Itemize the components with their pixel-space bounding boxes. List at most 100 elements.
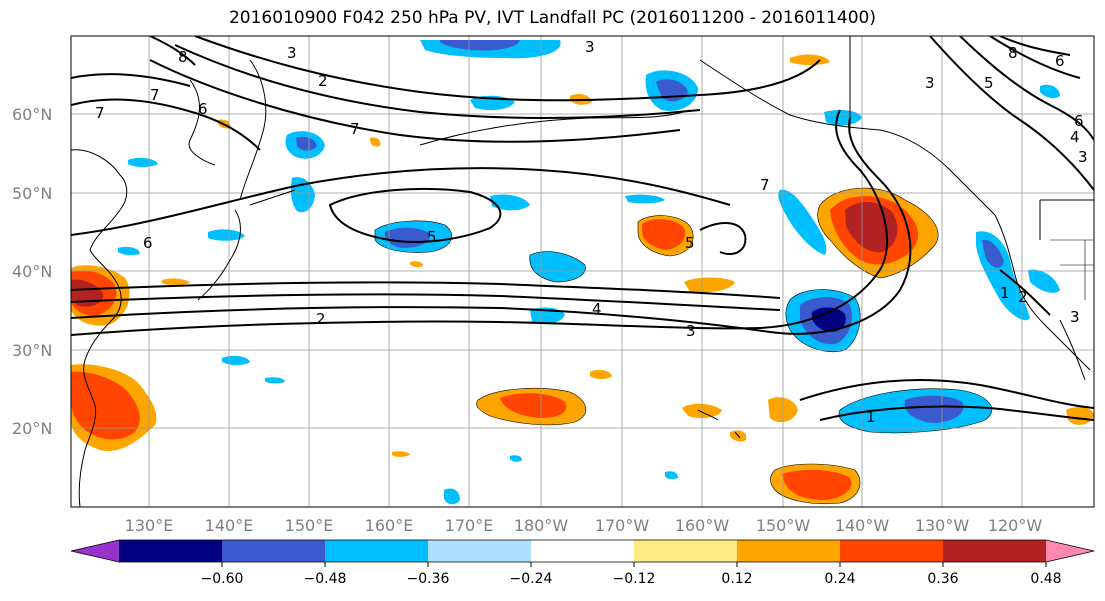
colorbar-tick-label: −0.48	[304, 571, 347, 587]
colorbar-bin	[428, 540, 532, 562]
contour-label: 6	[198, 100, 208, 118]
colorbar-tick-label: 0.36	[927, 571, 958, 587]
contour-label: 3	[686, 322, 696, 340]
contour-label: 6	[143, 234, 153, 252]
latitude-labels: 60°N 50°N 40°N 30°N 20°N	[12, 105, 52, 438]
plot-title: 2016010900 F042 250 hPa PV, IVT Landfall…	[228, 8, 876, 28]
contour-4	[71, 293, 781, 311]
contour-label: 2	[318, 72, 328, 90]
lon-label: 120°W	[988, 516, 1043, 535]
contour-1-south	[799, 379, 1094, 409]
contour-east-3	[989, 36, 1081, 79]
colorbar-max-extension	[1046, 540, 1094, 562]
contour-ridge	[699, 222, 747, 255]
lon-label: 160°W	[675, 516, 730, 535]
colorbar-bin	[222, 540, 326, 562]
contour-upper-right	[999, 36, 1071, 56]
contour-6	[71, 98, 261, 151]
contour-label: 2	[316, 310, 326, 328]
kamchatka-coastline	[239, 59, 267, 201]
japan-coastline	[197, 209, 241, 301]
contour-upper-1	[194, 36, 821, 102]
contour-label: 3	[287, 44, 297, 62]
contour-label: 7	[760, 176, 770, 194]
alaska-coastline	[699, 59, 996, 216]
longitude-labels: 130°E 140°E 150°E 160°E 170°E 180°W 170°…	[125, 516, 1043, 535]
colorbar-bin	[943, 540, 1047, 562]
contour-label: 8	[1008, 44, 1018, 62]
contour-label: 8	[178, 48, 188, 66]
colorbar	[70, 539, 1095, 567]
contour-coast-1	[999, 269, 1051, 316]
pv-contours	[71, 36, 1094, 421]
north-america-coast	[994, 214, 1091, 371]
colorbar-tick-labels: −0.60 −0.48 −0.36 −0.24 −0.12 0.12 0.24 0.36 0.4…	[201, 571, 1062, 587]
contour-3	[71, 117, 912, 335]
contour-labels: 8 7 6 3 2 7 3 8 6 3 5 6 7 6 5 5 7 1 2 4 …	[95, 38, 1088, 426]
lon-label: 180°W	[514, 516, 569, 535]
contour-1-south-b	[819, 405, 1094, 421]
kuril-islands	[249, 189, 296, 206]
colorbar-tick-label: 0.24	[824, 571, 855, 587]
lat-label: 50°N	[12, 184, 52, 203]
plot-frame	[70, 35, 1095, 508]
lon-label: 150°W	[756, 516, 811, 535]
contour-closed-5	[328, 187, 502, 243]
contour-label: 3	[1070, 308, 1080, 326]
colorbar-tick-label: 0.12	[721, 571, 752, 587]
colorbar-bin	[840, 540, 944, 562]
contour-7	[71, 73, 191, 87]
colorbar-bin	[119, 540, 223, 562]
lon-label: 130°E	[125, 516, 174, 535]
contour-east-2	[959, 36, 1094, 141]
contour-label: 1	[866, 408, 876, 426]
contour-label: 5	[984, 74, 994, 92]
contour-label: 7	[350, 120, 360, 138]
contour-label: 6	[1055, 52, 1065, 70]
lon-label: 170°W	[595, 516, 650, 535]
colorbar-tick-label: 0.48	[1030, 571, 1061, 587]
colorbar-bin	[325, 540, 429, 562]
lon-label: 140°E	[205, 516, 254, 535]
colorbar-outline	[70, 539, 1095, 563]
baja-coastline	[1059, 319, 1086, 381]
contour-label: 7	[150, 86, 160, 104]
contour-label: 4	[592, 300, 602, 318]
contour-label: 1	[1000, 284, 1010, 302]
asia-coastline	[71, 149, 128, 507]
lon-label: 130°W	[915, 516, 970, 535]
contour-upper-3	[149, 59, 681, 143]
colorbar-bin	[737, 540, 841, 562]
lon-label: 150°E	[285, 516, 334, 535]
lat-label: 30°N	[12, 341, 52, 360]
contour-label: 3	[1078, 148, 1088, 166]
contour-label: 5	[427, 228, 437, 246]
lon-label: 160°E	[365, 516, 414, 535]
contour-label: 5	[685, 234, 695, 252]
colorbar-bin	[531, 540, 635, 562]
hawaii-islands	[697, 409, 741, 439]
okhotsk-coastline	[188, 79, 216, 166]
colorbar-tick-label: −0.36	[407, 571, 450, 587]
colorbar-bin	[634, 540, 738, 562]
contour-mid	[71, 167, 731, 236]
contour-label: 3	[925, 74, 935, 92]
contour-label: 6	[1074, 112, 1084, 130]
contour-label: 7	[95, 104, 105, 122]
lat-label: 60°N	[12, 105, 52, 124]
colorbar-min-extension	[71, 540, 119, 562]
gridlines	[71, 36, 1094, 507]
contour-upper-2	[174, 44, 701, 119]
lon-label: 140°W	[835, 516, 890, 535]
colorbar-tick-label: −0.60	[201, 571, 244, 587]
lon-label: 170°E	[445, 516, 494, 535]
canada-border	[849, 36, 1094, 240]
contour-5	[71, 281, 781, 299]
colorbar-tick-label: −0.12	[613, 571, 656, 587]
contour-label: 2	[1018, 288, 1028, 306]
us-state-lines	[1050, 239, 1094, 300]
contour-east-1	[929, 36, 1094, 191]
lat-label: 40°N	[12, 262, 52, 281]
lat-label: 20°N	[12, 419, 52, 438]
